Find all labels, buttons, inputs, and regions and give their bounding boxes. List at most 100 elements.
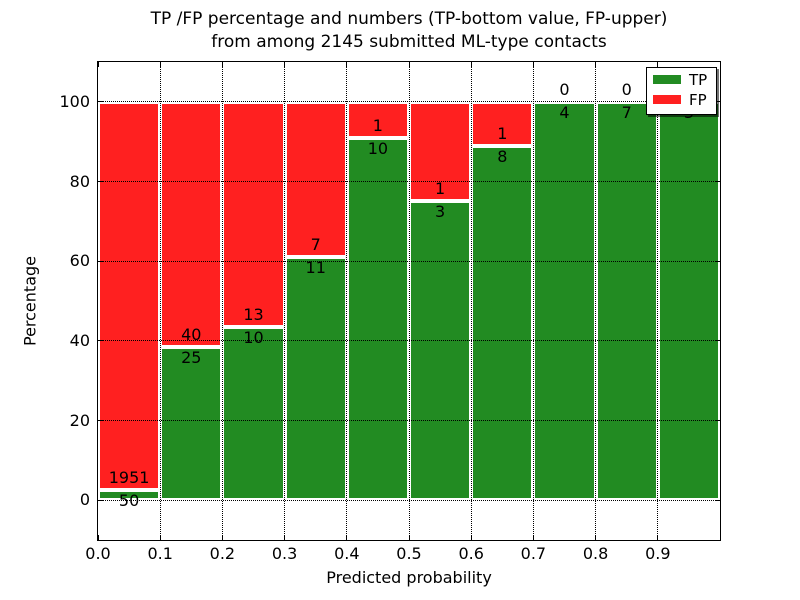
x-tick-mark bbox=[408, 535, 410, 540]
bar-segment-fp-3 bbox=[284, 101, 347, 257]
x-tick-label: 0.9 bbox=[645, 544, 671, 563]
y-tick-mark bbox=[98, 499, 103, 501]
horizontal-gridline bbox=[98, 499, 720, 501]
bar-segment-tp-5 bbox=[409, 201, 472, 501]
bar-segment-fp-0 bbox=[98, 101, 161, 491]
x-tick-label: 0.1 bbox=[147, 544, 173, 563]
tp-count-label-8: 7 bbox=[621, 102, 632, 122]
x-tick-mark bbox=[595, 535, 597, 540]
x-tick-mark-top bbox=[719, 62, 721, 67]
vertical-gridline bbox=[221, 62, 223, 540]
vertical-gridline bbox=[159, 62, 161, 540]
tp-count-label-3: 11 bbox=[305, 257, 326, 277]
x-tick-mark bbox=[657, 535, 659, 540]
x-tick-mark-top bbox=[346, 62, 348, 67]
legend-fp-swatch bbox=[653, 95, 681, 104]
bar-segment-tp-0 bbox=[98, 490, 161, 501]
y-tick-mark-right bbox=[715, 181, 720, 182]
y-tick-mark bbox=[98, 340, 103, 342]
tp-count-label-6: 8 bbox=[497, 147, 508, 167]
fp-count-label-8: 0 bbox=[621, 79, 632, 99]
y-tick-mark-right bbox=[715, 101, 720, 103]
x-tick-mark-top bbox=[532, 62, 534, 67]
horizontal-gridline bbox=[98, 420, 720, 421]
x-tick-mark bbox=[346, 535, 348, 540]
x-tick-mark bbox=[284, 535, 286, 540]
y-tick-mark-right bbox=[715, 420, 720, 421]
fp-count-label-1: 40 bbox=[181, 324, 202, 344]
x-tick-mark-top bbox=[159, 62, 161, 67]
plot-area: TP FP 195150402513107111101318040703 bbox=[97, 61, 721, 541]
bar-segment-fp-5 bbox=[409, 101, 472, 202]
tp-count-label-1: 25 bbox=[181, 347, 202, 367]
x-tick-mark bbox=[470, 535, 472, 540]
vertical-gridline bbox=[408, 62, 410, 540]
legend-fp-label: FP bbox=[689, 91, 707, 109]
horizontal-gridline bbox=[98, 340, 720, 342]
fp-count-label-6: 1 bbox=[497, 124, 508, 144]
y-tick-mark bbox=[98, 181, 103, 182]
y-tick-label: 40 bbox=[69, 330, 90, 350]
x-tick-label: 0.8 bbox=[582, 544, 609, 563]
chart-title-line2: from among 2145 submitted ML-type contac… bbox=[211, 32, 607, 52]
x-tick-label: 0.2 bbox=[209, 544, 236, 563]
x-tick-label: 0.5 bbox=[396, 544, 422, 563]
vertical-gridline bbox=[346, 62, 348, 540]
vertical-gridline bbox=[284, 62, 286, 540]
y-tick-mark bbox=[98, 101, 103, 103]
bar-segment-fp-6 bbox=[471, 101, 534, 147]
y-tick-mark-right bbox=[715, 499, 720, 501]
tp-count-label-7: 4 bbox=[559, 102, 570, 122]
y-tick-label: 60 bbox=[69, 251, 90, 271]
fp-count-label-0: 1951 bbox=[108, 468, 150, 488]
x-axis-title: Predicted probability bbox=[326, 568, 492, 587]
x-tick-label: 0.4 bbox=[334, 544, 360, 563]
legend-tp-label: TP bbox=[689, 71, 708, 89]
fp-count-label-3: 7 bbox=[310, 234, 321, 254]
bar-segment-tp-9 bbox=[657, 101, 720, 501]
horizontal-gridline bbox=[98, 181, 720, 182]
bar-segment-tp-8 bbox=[595, 101, 658, 501]
x-tick-mark bbox=[97, 535, 99, 540]
bar-segment-tp-6 bbox=[471, 146, 534, 501]
x-tick-label: 0.0 bbox=[85, 544, 111, 563]
tp-count-label-4: 10 bbox=[367, 139, 389, 159]
tp-count-label-5: 3 bbox=[435, 202, 446, 222]
legend-tp-swatch bbox=[653, 75, 681, 84]
x-tick-mark-top bbox=[595, 62, 597, 67]
bar-segment-fp-4 bbox=[346, 101, 409, 139]
bar-segment-tp-1 bbox=[160, 346, 223, 501]
chart-title-line1: TP /FP percentage and numbers (TP-bottom… bbox=[150, 9, 668, 29]
bar-segment-fp-1 bbox=[160, 101, 223, 347]
x-tick-mark-top bbox=[284, 62, 286, 67]
bar-segment-tp-4 bbox=[346, 138, 409, 501]
y-tick-mark-right bbox=[715, 340, 720, 342]
horizontal-gridline bbox=[98, 101, 720, 103]
fp-count-label-4: 1 bbox=[372, 116, 383, 136]
x-tick-mark bbox=[159, 535, 161, 540]
legend-box: TP FP bbox=[646, 67, 717, 115]
vertical-gridline bbox=[595, 62, 597, 540]
y-tick-mark bbox=[98, 260, 103, 262]
x-tick-label: 0.6 bbox=[458, 544, 484, 563]
fp-count-label-2: 13 bbox=[243, 304, 264, 324]
tp-count-label-0: 50 bbox=[118, 491, 140, 511]
bar-segment-tp-7 bbox=[533, 101, 596, 501]
x-tick-mark-top bbox=[657, 62, 659, 67]
bar-segment-fp-2 bbox=[222, 101, 285, 327]
x-tick-mark bbox=[532, 535, 534, 540]
fp-count-label-5: 1 bbox=[435, 179, 446, 199]
x-tick-mark bbox=[221, 535, 223, 540]
x-tick-mark-top bbox=[97, 62, 99, 67]
vertical-gridline bbox=[532, 62, 534, 540]
y-tick-label: 80 bbox=[69, 171, 90, 191]
y-tick-label: 100 bbox=[59, 91, 90, 111]
bar-segment-tp-2 bbox=[222, 326, 285, 501]
y-tick-label: 0 bbox=[79, 490, 90, 510]
x-tick-label: 0.3 bbox=[271, 544, 298, 563]
bar-segment-tp-3 bbox=[284, 256, 347, 501]
horizontal-gridline bbox=[98, 260, 720, 262]
x-tick-mark-top bbox=[221, 62, 223, 67]
x-tick-mark bbox=[719, 535, 721, 540]
